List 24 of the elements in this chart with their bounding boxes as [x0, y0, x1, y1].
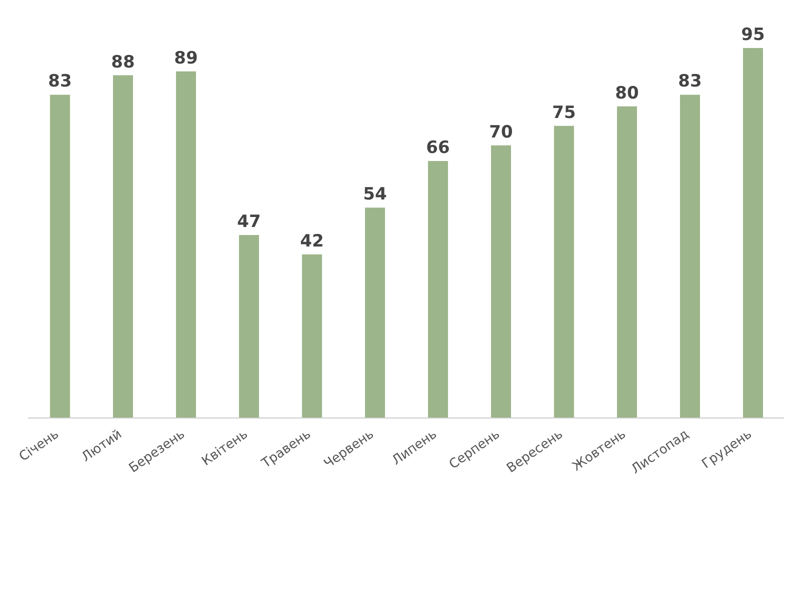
data-label: 89: [174, 48, 198, 68]
bar: [743, 48, 763, 418]
bar: [50, 94, 70, 418]
data-label: 80: [615, 83, 639, 104]
data-label: 54: [363, 184, 387, 205]
bar: [113, 75, 133, 418]
data-label: 83: [678, 72, 702, 92]
data-label: 75: [552, 102, 576, 123]
bar: [428, 160, 448, 418]
bar: [680, 94, 700, 418]
bar: [239, 234, 259, 418]
bar: [554, 126, 574, 418]
data-label: 88: [111, 52, 135, 72]
data-label: 70: [489, 122, 513, 142]
bar: [365, 208, 385, 418]
data-label: 83: [48, 72, 72, 92]
bar: [491, 145, 511, 418]
bar: [617, 106, 637, 418]
bar: [302, 254, 322, 418]
data-label: 42: [300, 231, 324, 252]
data-label: 47: [237, 212, 261, 232]
bar: [176, 71, 196, 418]
data-label: 66: [426, 138, 450, 158]
data-label: 95: [741, 25, 765, 45]
